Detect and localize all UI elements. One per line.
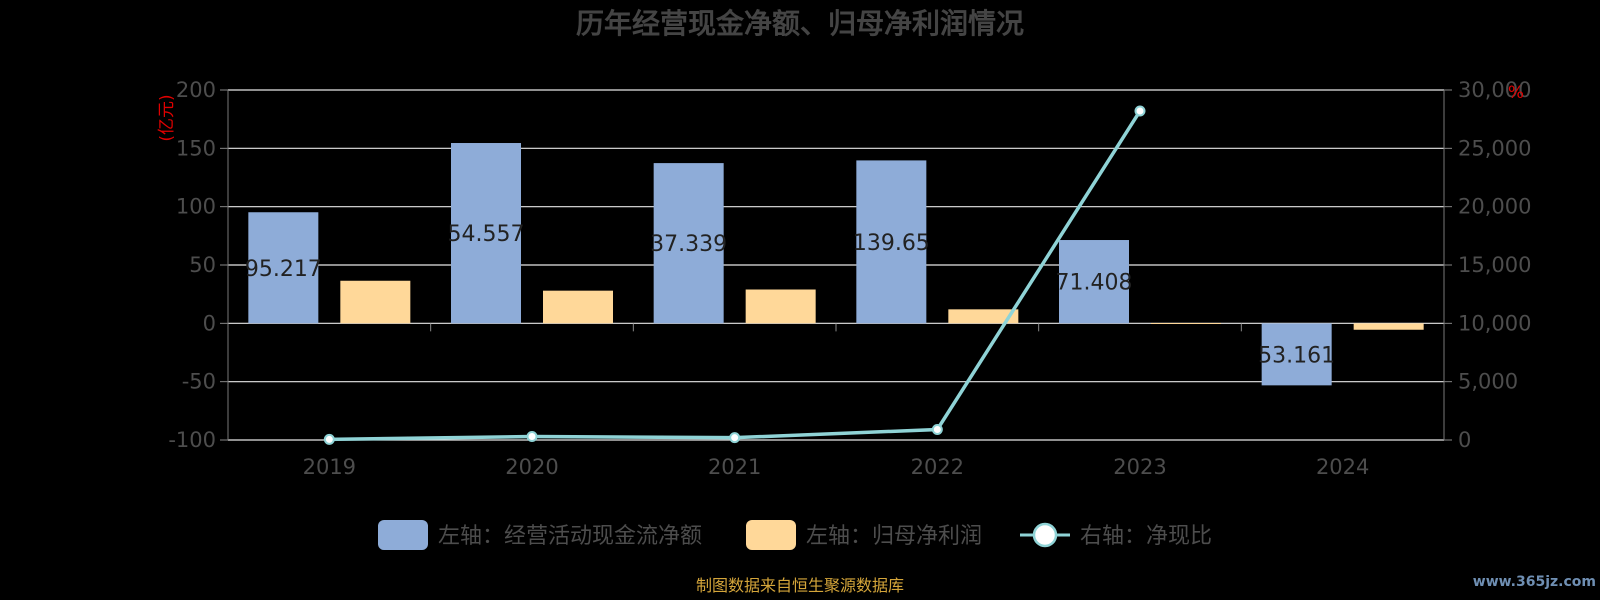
ratio-line bbox=[323, 105, 1146, 445]
right-tick-label: 0 bbox=[1458, 428, 1471, 452]
ratio-point bbox=[931, 424, 943, 435]
bar-profit bbox=[340, 280, 411, 324]
grid-lines bbox=[220, 89, 1452, 441]
legend-label: 左轴：经营活动现金流净额 bbox=[438, 524, 702, 549]
data-label: 95.217 bbox=[245, 257, 322, 282]
right-tick-label: 10,000 bbox=[1458, 311, 1531, 335]
data-label: 71.408 bbox=[1056, 271, 1133, 296]
data-label: 37.339 bbox=[650, 232, 727, 257]
left-tick-label: -100 bbox=[168, 428, 216, 452]
left-tick-label: 100 bbox=[176, 195, 216, 219]
right-tick-label: 25,000 bbox=[1458, 136, 1531, 160]
watermark: www.365jz.com bbox=[1473, 574, 1596, 590]
legend-label: 左轴：归母净利润 bbox=[806, 524, 982, 549]
ratio-point bbox=[526, 431, 538, 442]
x-tick-label: 2024 bbox=[1316, 455, 1369, 479]
bar-cashflow bbox=[451, 143, 521, 324]
data-labels: 95.217 54.557 37.339 139.65 71.408 53.161 bbox=[245, 222, 1335, 368]
ratio-line-path bbox=[329, 110, 1142, 442]
legend-swatch bbox=[746, 520, 796, 550]
bar-cashflow bbox=[1059, 240, 1129, 324]
legend[interactable]: 左轴：经营活动现金流净额 左轴：归母净利润 右轴：净现比 bbox=[378, 520, 1212, 550]
legend-label: 右轴：净现比 bbox=[1080, 524, 1212, 549]
left-tick-label: 0 bbox=[203, 311, 216, 335]
left-axis-ticks: 200 150 100 50 0 -50 -100 bbox=[168, 78, 216, 452]
left-tick-label: 200 bbox=[176, 78, 216, 102]
ratio-point bbox=[1134, 105, 1146, 117]
x-tick-label: 2021 bbox=[708, 455, 761, 479]
chart-title: 历年经营现金净额、归母净利润情况 bbox=[576, 7, 1024, 40]
data-label: 53.161 bbox=[1258, 343, 1335, 368]
left-tick-label: 150 bbox=[176, 136, 216, 160]
right-tick-label: 30,000 bbox=[1458, 78, 1531, 102]
x-tick-label: 2023 bbox=[1113, 455, 1166, 479]
bar-cashflow bbox=[248, 212, 319, 324]
left-tick-label: -50 bbox=[182, 370, 216, 394]
right-tick-label: 5,000 bbox=[1458, 370, 1518, 394]
ratio-point bbox=[323, 433, 335, 445]
bar-cashflow bbox=[1261, 323, 1332, 386]
bar-profit bbox=[1151, 322, 1221, 324]
x-tick-label: 2020 bbox=[505, 455, 558, 479]
left-tick-label: 50 bbox=[189, 253, 216, 277]
left-axis-unit: (亿元) bbox=[157, 94, 177, 141]
legend-swatch bbox=[378, 520, 428, 550]
bar-profit bbox=[543, 290, 613, 324]
bars bbox=[248, 143, 1424, 386]
bar-profit bbox=[1353, 323, 1424, 330]
bar-cashflow bbox=[856, 160, 927, 324]
data-label: 54.557 bbox=[448, 222, 525, 247]
data-label: 139.65 bbox=[853, 231, 930, 256]
ratio-point bbox=[729, 432, 741, 444]
right-axis-unit: % bbox=[1508, 83, 1524, 103]
bar-profit bbox=[745, 289, 816, 324]
x-tick-label: 2019 bbox=[303, 455, 356, 479]
source-note: 制图数据来自恒生聚源数据库 bbox=[696, 576, 904, 595]
x-axis-ticks: 2019 2020 2021 2022 2023 2024 bbox=[303, 455, 1370, 479]
right-axis-ticks: 30,000 25,000 20,000 15,000 10,000 5,000 0 bbox=[1458, 78, 1531, 452]
bar-profit bbox=[948, 309, 1019, 324]
bar-cashflow bbox=[653, 163, 724, 324]
x-tick-label: 2022 bbox=[911, 455, 964, 479]
right-tick-label: 20,000 bbox=[1458, 195, 1531, 219]
legend-marker bbox=[1032, 522, 1058, 548]
right-tick-label: 15,000 bbox=[1458, 253, 1531, 277]
